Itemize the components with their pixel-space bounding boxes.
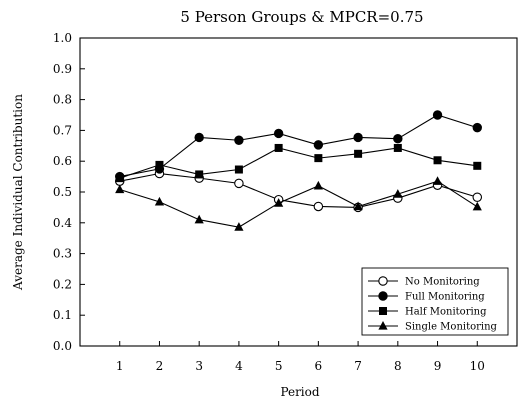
legend-label-full-monitoring: Full Monitoring [405, 292, 485, 303]
y-tick-label: 0.6 [53, 154, 72, 168]
data-point-single-monitoring [194, 214, 204, 224]
data-point-half-monitoring [274, 143, 283, 152]
legend: No Monitoring Full Monitoring Half Monitor… [361, 267, 509, 336]
y-tick-label: 0.9 [53, 62, 72, 76]
data-point-single-monitoring [432, 176, 443, 185]
data-point-single-monitoring [115, 184, 125, 194]
legend-label-single-monitoring: Single Monitoring [405, 322, 498, 333]
data-point-full-monitoring [353, 132, 363, 143]
data-point-single-monitoring [393, 189, 403, 198]
y-tick-label: 0.2 [53, 277, 72, 291]
y-tick-label: 1.0 [53, 31, 72, 45]
y-tick-label: 0.7 [53, 123, 72, 137]
data-point-full-monitoring [393, 134, 403, 144]
y-tick-label: 0.1 [53, 308, 72, 322]
y-tick-label: 0.0 [53, 339, 72, 353]
data-point-no-monitoring [313, 201, 324, 212]
data-point-no-monitoring [234, 178, 244, 189]
legend-marker-single-monitoring [378, 321, 388, 330]
data-point-single-monitoring [274, 198, 284, 207]
data-point-single-monitoring [353, 201, 363, 211]
y-tick-label: 0.8 [53, 93, 72, 107]
data-point-full-monitoring [313, 140, 324, 150]
series-layer [114, 110, 483, 231]
data-point-full-monitoring [273, 128, 284, 139]
series-no-monitoring [114, 168, 483, 213]
data-point-half-monitoring [234, 165, 243, 174]
y-tick-label: 0.5 [53, 185, 72, 199]
chart-title: 5 Person Groups & MPCR=0.75 [180, 8, 423, 26]
data-point-half-monitoring [115, 174, 124, 183]
y-tick-label: 0.3 [53, 247, 72, 261]
series-line-half-monitoring [119, 147, 478, 179]
data-point-single-monitoring [472, 201, 482, 211]
x-tick-label: 3 [195, 359, 203, 373]
legend-marker-no-monitoring [378, 276, 388, 286]
x-tick-label: 8 [394, 359, 402, 373]
x-axis-label: Period [280, 385, 319, 399]
legend-label-no-monitoring: No Monitoring [405, 277, 480, 288]
x-tick-label: 4 [235, 359, 243, 373]
series-half-monitoring [115, 143, 482, 183]
data-point-single-monitoring [234, 222, 244, 231]
legend-marker-full-monitoring [378, 291, 388, 301]
series-full-monitoring [115, 110, 482, 182]
legend-label-half-monitoring: Half Monitoring [405, 307, 487, 318]
x-tick-label: 2 [156, 359, 164, 373]
x-axis: 1 2 3 4 5 6 7 8 9 10 [116, 341, 485, 373]
series-line-no-monitoring [119, 172, 478, 208]
data-point-single-monitoring [154, 196, 165, 206]
y-axis-label: Average Individual Contribution [11, 94, 25, 291]
y-axis: 0.0 0.1 0.2 0.3 0.4 0.5 0.6 0.7 0.8 0.9 1.0 [53, 31, 85, 353]
x-tick-label: 5 [275, 359, 283, 373]
y-tick-label: 0.4 [53, 216, 72, 230]
x-tick-label: 1 [116, 359, 124, 373]
series-single-monitoring [115, 176, 482, 231]
legend-marker-half-monitoring [379, 307, 387, 315]
data-point-full-monitoring [432, 110, 443, 120]
x-tick-label: 6 [315, 359, 323, 373]
data-point-single-monitoring [313, 180, 323, 190]
data-point-half-monitoring [433, 156, 442, 165]
data-point-full-monitoring [472, 122, 482, 133]
data-point-half-monitoring [393, 143, 402, 152]
data-point-half-monitoring [155, 160, 164, 169]
x-tick-label: 9 [434, 359, 442, 373]
data-point-half-monitoring [473, 161, 482, 170]
series-line-full-monitoring [119, 114, 478, 178]
data-point-full-monitoring [234, 135, 244, 145]
x-tick-label: 7 [354, 359, 362, 373]
x-tick-label: 10 [470, 359, 485, 373]
data-point-full-monitoring [194, 132, 204, 143]
series-line-single-monitoring [119, 180, 478, 228]
data-point-half-monitoring [354, 149, 363, 158]
data-point-half-monitoring [195, 170, 204, 179]
data-point-half-monitoring [314, 154, 323, 163]
data-point-no-monitoring [472, 192, 483, 202]
